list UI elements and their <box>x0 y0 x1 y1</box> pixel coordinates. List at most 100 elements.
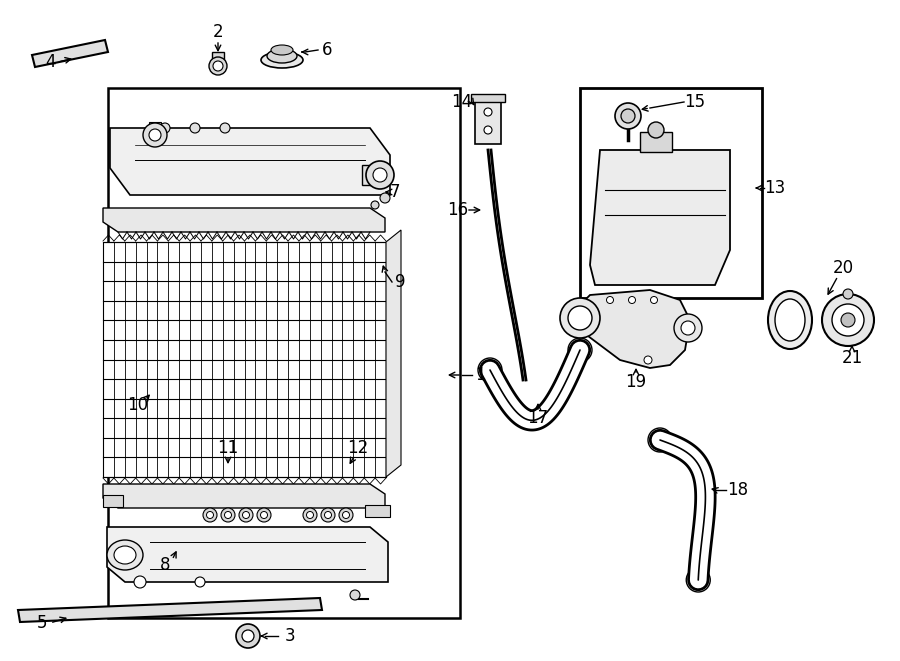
Circle shape <box>350 590 360 600</box>
Circle shape <box>242 512 249 518</box>
Ellipse shape <box>775 299 805 341</box>
Text: 1: 1 <box>474 366 485 384</box>
Text: 17: 17 <box>527 409 549 427</box>
Circle shape <box>209 57 227 75</box>
Circle shape <box>343 512 349 518</box>
Bar <box>471 94 505 102</box>
Circle shape <box>239 508 253 522</box>
Circle shape <box>242 630 254 642</box>
Bar <box>475 100 501 144</box>
Text: 6: 6 <box>322 41 332 59</box>
Text: 10: 10 <box>128 396 148 414</box>
Circle shape <box>568 338 592 362</box>
Polygon shape <box>18 598 322 622</box>
Text: 2: 2 <box>212 23 223 41</box>
Polygon shape <box>110 128 390 195</box>
Circle shape <box>674 314 702 342</box>
Ellipse shape <box>107 540 143 570</box>
Bar <box>362 165 380 185</box>
Circle shape <box>832 304 864 336</box>
Text: 7: 7 <box>390 183 400 201</box>
Polygon shape <box>386 230 401 477</box>
Circle shape <box>213 61 223 71</box>
Circle shape <box>190 123 200 133</box>
Ellipse shape <box>271 45 293 55</box>
Circle shape <box>366 161 394 189</box>
Circle shape <box>221 508 235 522</box>
Circle shape <box>143 123 167 147</box>
Text: 21: 21 <box>842 349 862 367</box>
Bar <box>365 505 390 517</box>
Polygon shape <box>103 208 385 232</box>
Ellipse shape <box>267 49 297 63</box>
Circle shape <box>220 123 230 133</box>
Circle shape <box>371 201 379 209</box>
Circle shape <box>841 313 855 327</box>
Bar <box>108 88 460 618</box>
Circle shape <box>325 512 331 518</box>
Circle shape <box>484 108 492 116</box>
Circle shape <box>195 577 205 587</box>
Circle shape <box>843 289 853 299</box>
Text: 15: 15 <box>684 93 706 111</box>
Polygon shape <box>590 150 730 285</box>
Bar <box>103 242 386 477</box>
Text: 18: 18 <box>727 481 749 499</box>
Circle shape <box>307 512 313 518</box>
Circle shape <box>339 508 353 522</box>
Bar <box>580 88 762 298</box>
Circle shape <box>484 126 492 134</box>
Circle shape <box>607 297 614 303</box>
Bar <box>212 52 224 60</box>
Polygon shape <box>107 527 388 582</box>
Circle shape <box>380 193 390 203</box>
Circle shape <box>560 298 600 338</box>
Text: 19: 19 <box>626 373 646 391</box>
Circle shape <box>651 297 658 303</box>
Circle shape <box>303 508 317 522</box>
Circle shape <box>648 122 664 138</box>
Bar <box>640 132 672 152</box>
Ellipse shape <box>768 291 812 349</box>
Bar <box>149 122 161 136</box>
Text: 12: 12 <box>347 439 369 457</box>
Circle shape <box>224 512 231 518</box>
Text: 20: 20 <box>832 259 853 277</box>
Circle shape <box>260 512 267 518</box>
Circle shape <box>321 508 335 522</box>
Circle shape <box>621 109 635 123</box>
Text: 8: 8 <box>160 556 170 574</box>
Circle shape <box>478 358 502 382</box>
Text: 4: 4 <box>45 53 55 71</box>
Bar <box>243 633 253 639</box>
Ellipse shape <box>114 546 136 564</box>
Polygon shape <box>580 290 690 368</box>
Circle shape <box>686 568 710 592</box>
Circle shape <box>644 356 652 364</box>
Text: 9: 9 <box>395 273 405 291</box>
Circle shape <box>236 624 260 648</box>
Circle shape <box>257 508 271 522</box>
Text: 5: 5 <box>37 614 47 632</box>
Circle shape <box>648 428 672 452</box>
Ellipse shape <box>261 52 303 68</box>
Circle shape <box>203 508 217 522</box>
Circle shape <box>615 103 641 129</box>
Circle shape <box>628 297 635 303</box>
Circle shape <box>134 576 146 588</box>
Text: 14: 14 <box>452 93 472 111</box>
Circle shape <box>149 129 161 141</box>
Circle shape <box>206 512 213 518</box>
Polygon shape <box>103 484 385 508</box>
Text: 16: 16 <box>447 201 469 219</box>
Text: 3: 3 <box>284 627 295 645</box>
Circle shape <box>373 168 387 182</box>
Text: 13: 13 <box>764 179 786 197</box>
Text: 11: 11 <box>218 439 238 457</box>
Circle shape <box>160 123 170 133</box>
Circle shape <box>681 321 695 335</box>
Bar <box>103 495 123 507</box>
Circle shape <box>822 294 874 346</box>
Polygon shape <box>32 40 108 67</box>
Circle shape <box>568 306 592 330</box>
